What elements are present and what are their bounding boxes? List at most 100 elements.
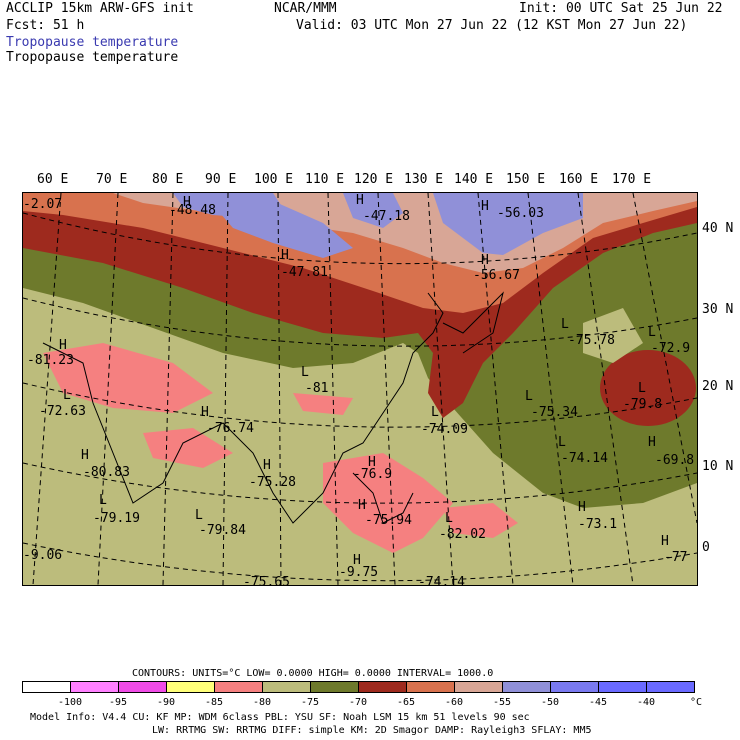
scale-tick: -75 — [301, 697, 320, 708]
scale-tick: -60 — [445, 697, 464, 708]
map-value: -81 — [305, 381, 329, 396]
coastline-philippines — [352, 472, 414, 524]
colorbar-bin — [358, 681, 407, 693]
colorbar-bin — [22, 681, 71, 693]
model-title: ACCLIP 15km ARW-GFS init — [6, 1, 194, 16]
lon-label: 140 E — [454, 172, 494, 187]
lon-label: 170 E — [612, 172, 652, 187]
lon-label: 110 E — [305, 172, 345, 187]
shade-pink-4 — [443, 503, 518, 538]
map-value: -9.75 — [339, 565, 379, 580]
colorbar-bin — [406, 681, 455, 693]
scale-tick: -40 — [637, 697, 656, 708]
map-label: L — [525, 389, 533, 404]
shade-pink-2 — [143, 428, 233, 468]
map-value: -75.65 — [243, 575, 290, 586]
map-label: L — [195, 508, 203, 523]
valid-time: Valid: 03 UTC Mon 27 Jun 22 (12 KST Mon … — [296, 18, 688, 33]
map-label: L — [99, 493, 107, 508]
map-value: -73.1 — [578, 517, 618, 532]
map-value: -72.9 — [651, 341, 691, 356]
map-label: H — [81, 448, 89, 463]
scale-tick: -100 — [58, 697, 83, 708]
lon-label: 160 E — [559, 172, 599, 187]
forecast-hour: Fcst: 51 h — [6, 18, 85, 33]
map-value: -81.23 — [27, 353, 74, 368]
lat-label: 30 N — [702, 302, 734, 317]
map-label: H — [481, 199, 489, 214]
map-label: H — [183, 195, 191, 210]
map-label: H — [59, 338, 67, 353]
shade-pink-1 — [43, 343, 213, 413]
init-time: Init: 00 UTC Sat 25 Jun 22 — [519, 1, 723, 16]
map-label: L — [558, 435, 566, 450]
lon-label: 70 E — [96, 172, 128, 187]
colorbar-bin — [214, 681, 263, 693]
map-label: H — [368, 455, 376, 470]
shade-blue-2 — [213, 201, 353, 258]
coastline-japan — [442, 291, 504, 354]
scale-tick: -80 — [253, 697, 272, 708]
colorbar-bin — [70, 681, 119, 693]
lon-label: 100 E — [254, 172, 294, 187]
lat-label: 10 N — [702, 459, 734, 474]
map-label: L — [301, 365, 309, 380]
map-value: -76.74 — [207, 421, 254, 436]
shade-blue-3 — [343, 193, 403, 228]
lat-label: 20 N — [702, 379, 734, 394]
model-info-line-1: Model Info: V4.4 CU: KF MP: WDM 6class P… — [30, 712, 530, 723]
map-value: -74.09 — [421, 422, 468, 437]
map-value: -80.83 — [83, 465, 130, 480]
map-value: -2.07 — [23, 197, 63, 212]
colorbar-bin — [310, 681, 359, 693]
shade-darkred-blob — [600, 350, 696, 426]
map-value: -47.81 — [281, 265, 328, 280]
map-label: L — [648, 325, 656, 340]
model-info-line-2: LW: RRTMG SW: RRTMG DIFF: simple KM: 2D … — [152, 725, 592, 736]
map-label: L — [63, 388, 71, 403]
map-label: L — [638, 381, 646, 396]
shade-patch-1 — [583, 308, 643, 363]
map-value: -69.8 — [655, 453, 695, 468]
scale-tick: -90 — [157, 697, 176, 708]
map-value: -72.63 — [39, 404, 86, 419]
scale-tick: -45 — [589, 697, 608, 708]
map-label: H — [578, 500, 586, 515]
colorbar-bin — [118, 681, 167, 693]
contours-info: CONTOURS: UNITS=°C LOW= 0.0000 HIGH= 0.0… — [132, 668, 494, 679]
map-value: -48.48 — [169, 203, 216, 218]
map-label: H — [358, 498, 366, 513]
map-label: H — [356, 193, 364, 208]
map-canvas — [23, 193, 697, 585]
map-value: -77 — [664, 550, 688, 565]
map-label: H — [201, 405, 209, 420]
lon-label: 150 E — [506, 172, 546, 187]
map-label: H — [263, 458, 271, 473]
map-value: -74.14 — [561, 451, 608, 466]
scale-tick: -50 — [541, 697, 560, 708]
map-label: H — [481, 253, 489, 268]
map-value: -82.02 — [439, 527, 486, 542]
colorbar-bin — [598, 681, 647, 693]
map-value: -76.9 — [353, 467, 393, 482]
scale-tick: -70 — [349, 697, 368, 708]
contour-field-label: Tropopause temperature — [6, 50, 179, 65]
lon-label: 90 E — [205, 172, 237, 187]
scale-unit: °C — [690, 697, 703, 708]
map-value: -9.06 — [23, 548, 63, 563]
shade-pink-3 — [323, 453, 453, 553]
lon-label: 60 E — [37, 172, 69, 187]
colorbar-bin — [454, 681, 503, 693]
map-value: -79.84 — [199, 523, 246, 538]
colorbar-bin — [646, 681, 695, 693]
map-label: L — [445, 511, 453, 526]
colorbar-bin — [502, 681, 551, 693]
center-label: NCAR/MMM — [274, 1, 337, 16]
map-value: -75.94 — [365, 513, 412, 528]
map-value: -79.19 — [93, 511, 140, 526]
map-value: -47.18 — [363, 209, 410, 224]
scale-tick: -65 — [397, 697, 416, 708]
scale-tick: -95 — [109, 697, 128, 708]
map-label: L — [561, 317, 569, 332]
map-value: -75.28 — [249, 475, 296, 490]
